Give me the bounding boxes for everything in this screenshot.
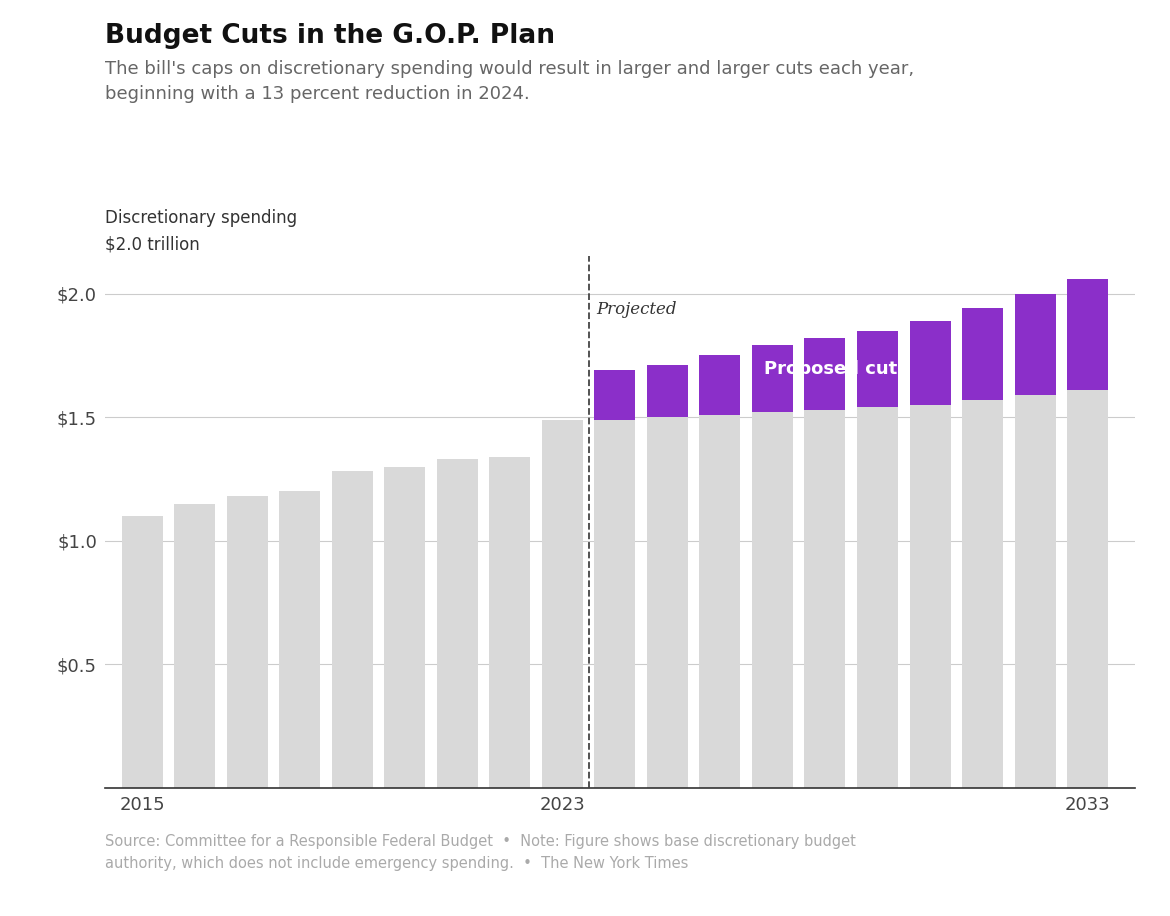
Bar [647, 417, 688, 788]
Bar [962, 309, 1003, 399]
Bar [332, 472, 373, 788]
Text: Proposed cuts: Proposed cuts [764, 360, 908, 378]
Bar [384, 466, 425, 788]
Bar [805, 409, 846, 788]
Bar [594, 370, 635, 420]
Bar [962, 399, 1003, 788]
Bar [227, 496, 268, 788]
Bar [700, 415, 741, 788]
Bar [594, 420, 635, 788]
Bar [856, 331, 899, 408]
Bar [280, 491, 321, 788]
Bar [909, 405, 950, 788]
Bar [700, 355, 741, 415]
Bar [752, 345, 793, 412]
Text: Projected: Projected [597, 301, 677, 318]
Bar [752, 412, 793, 788]
Bar [542, 420, 583, 788]
Bar [647, 365, 688, 417]
Text: $2.0 trillion: $2.0 trillion [105, 235, 200, 254]
Bar [805, 338, 846, 409]
Bar [1067, 278, 1108, 390]
Text: The bill's caps on discretionary spending would result in larger and larger cuts: The bill's caps on discretionary spendin… [105, 60, 915, 103]
Text: Source: Committee for a Responsible Federal Budget  •  Note: Figure shows base d: Source: Committee for a Responsible Fede… [105, 834, 856, 871]
Bar [174, 504, 215, 788]
Bar [436, 459, 477, 788]
Bar [1014, 395, 1055, 788]
Bar [909, 321, 950, 405]
Bar [594, 385, 635, 788]
Bar [1067, 390, 1108, 788]
Text: Budget Cuts in the G.O.P. Plan: Budget Cuts in the G.O.P. Plan [105, 23, 556, 49]
Bar [489, 457, 530, 788]
Bar [1014, 293, 1055, 395]
Text: Discretionary spending: Discretionary spending [105, 209, 297, 227]
Bar [122, 516, 163, 788]
Bar [856, 408, 899, 788]
